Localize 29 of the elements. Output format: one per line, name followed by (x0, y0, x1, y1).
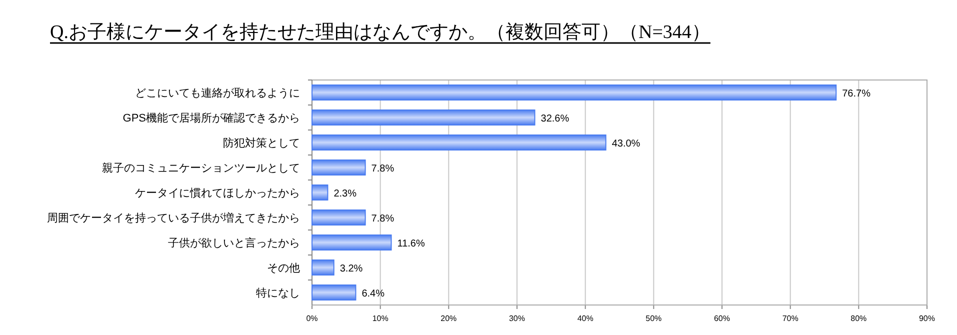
title: Q.お子様にケータイを持たせた理由はなんですか。（複数回答可）（N=344） (50, 22, 710, 43)
x-tick-label: 20% (440, 314, 457, 323)
y-tick-label: 周囲でケータイを持っている子供が増えてきたから (47, 212, 300, 224)
x-tick-label: 60% (714, 314, 730, 323)
data-label: 7.8% (371, 164, 394, 174)
y-tick-label: どこにいても連絡が取れるように (135, 86, 300, 100)
data-label: 6.4% (362, 288, 385, 300)
data-label: 3.2% (340, 264, 363, 274)
data-label: 7.8% (371, 214, 394, 224)
x-tick-label: 70% (782, 314, 798, 323)
x-tick-label: 40% (577, 314, 594, 323)
y-tick-label: その他 (267, 262, 300, 274)
x-tick-label: 10% (372, 314, 388, 323)
x-tick-label: 50% (646, 314, 662, 323)
x-tick-label: 80% (850, 314, 867, 323)
y-tick-label: 特になし (256, 288, 300, 300)
x-tick-label: 90% (918, 314, 936, 323)
x-tick-label: 30% (508, 314, 526, 323)
data-label: 2.3% (334, 188, 357, 200)
y-tick-label: 親子のコミュニケーションツールとして (102, 162, 300, 174)
data-label: 43.0% (612, 138, 640, 150)
y-tick-label: GPS機能で居場所が確認できるから (122, 112, 300, 124)
data-label: 76.7% (842, 88, 871, 100)
data-label: 32.6% (540, 114, 570, 124)
x-tick-label: 0% (306, 314, 318, 323)
data-label: 11.6% (397, 238, 425, 250)
y-tick-label: ケータイに慣れてほしかったから (135, 188, 300, 200)
y-tick-label: 防犯対策として (223, 136, 300, 150)
y-tick-label: 子供が欲しいと言ったから (168, 236, 300, 250)
